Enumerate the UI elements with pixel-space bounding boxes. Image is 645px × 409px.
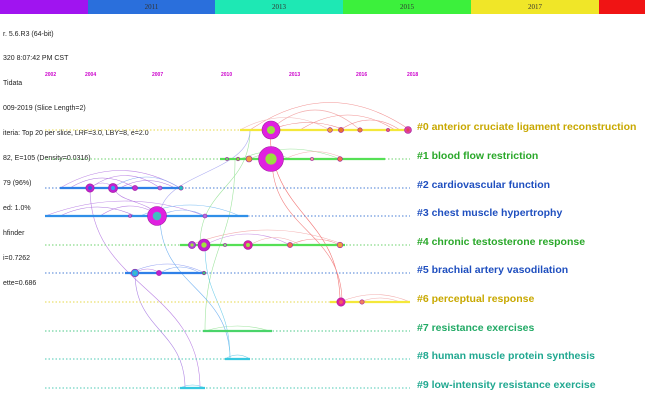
citation-arc (339, 119, 401, 131)
reference-node-core (266, 125, 276, 135)
cluster-label-8[interactable]: #8 human muscle protein synthesis (417, 350, 595, 362)
reference-node-core (152, 211, 162, 221)
citation-arc (69, 177, 136, 189)
citation-arc (269, 109, 361, 131)
info-line: hfinder (3, 229, 25, 237)
citation-arc (224, 354, 251, 360)
reference-node (223, 243, 227, 247)
year-label: 2002 (45, 72, 57, 78)
reference-node (336, 241, 344, 249)
reference-node (287, 242, 293, 248)
reference-node (338, 127, 344, 133)
timeline-color-bar: 2011 2013 2015 2017 (0, 0, 645, 14)
reference-node (235, 156, 241, 162)
inter-cluster-link (159, 129, 251, 217)
reference-node (357, 127, 363, 133)
reference-node (156, 270, 162, 276)
reference-node-core (406, 128, 410, 132)
cluster-label-2[interactable]: #2 cardiovascular function (417, 179, 551, 191)
reference-node-core (201, 242, 207, 248)
cluster-label-4[interactable]: #4 chronic testosterone response (417, 236, 586, 248)
reference-node (327, 127, 333, 133)
reference-node (245, 155, 253, 163)
inter-cluster-link (271, 158, 343, 303)
year-label: 2007 (152, 72, 164, 78)
reference-node-core (339, 300, 343, 304)
inter-cluster-link (89, 187, 201, 389)
cluster-label-3[interactable]: #3 chest muscle hypertrophy (417, 207, 563, 219)
info-line: 79 (96%) (3, 179, 32, 187)
reference-node-core (246, 243, 250, 247)
citation-arc (111, 176, 181, 189)
citation-arc (119, 180, 176, 189)
reference-node (310, 157, 314, 161)
reference-node (359, 299, 365, 305)
info-line: 320 8:07:42 PM CST (3, 55, 69, 63)
info-line: iteria: Top 20 per slice, LRF=3.0, LBY=8… (3, 130, 149, 138)
year-label: 2010 (221, 72, 233, 78)
timebar-segment: 2013 (215, 0, 343, 14)
year-label: 2004 (85, 72, 97, 78)
reference-node-core (110, 185, 116, 191)
citation-arc (339, 294, 411, 303)
reference-node (128, 214, 132, 218)
reference-node-core (265, 153, 277, 165)
citation-arc (239, 117, 331, 131)
info-line: ed: 1.0% (3, 204, 31, 212)
inter-cluster-link (159, 215, 231, 360)
cluster-label-7[interactable]: #7 resistance exercises (417, 322, 535, 334)
cluster-label-6[interactable]: #6 perceptual response (417, 293, 535, 305)
reference-node (178, 185, 184, 191)
cluster-label-0[interactable]: #0 anterior cruciate ligament reconstruc… (417, 121, 637, 133)
citation-arc (59, 206, 136, 217)
timebar-segment: 2017 (471, 0, 599, 14)
reference-node (202, 213, 208, 219)
year-label: 2018 (407, 72, 419, 78)
reference-node (337, 156, 343, 162)
reference-node (132, 185, 138, 191)
citation-arc (299, 114, 396, 131)
cluster-label-9[interactable]: #9 low-intensity resistance exercise (417, 379, 596, 391)
reference-node (201, 270, 207, 276)
info-line: r. 5.6.R3 (64-bit) (3, 30, 54, 38)
reference-node (225, 157, 229, 161)
citation-arc (284, 151, 346, 160)
citation-arc (204, 325, 271, 332)
info-line: 009-2019 (Slice Length=2) (3, 105, 86, 113)
citation-arc (239, 148, 341, 160)
citation-arc (44, 200, 206, 217)
citation-arc (269, 122, 346, 131)
info-line: ette=0.686 (3, 279, 37, 287)
citation-arc (159, 266, 201, 274)
cluster-label-1[interactable]: #1 blood flow restriction (417, 150, 539, 162)
reference-node (157, 185, 163, 191)
reference-node (386, 128, 390, 132)
timebar-segment (599, 0, 645, 14)
reference-node-core (88, 186, 92, 190)
reference-node-core (190, 243, 194, 247)
network-summary-panel: r. 5.6.R3 (64-bit) 320 8:07:42 PM CST Ti… (3, 14, 149, 296)
reference-node-core (133, 271, 137, 275)
inter-cluster-link (134, 272, 186, 389)
year-label: 2016 (356, 72, 368, 78)
info-line: i=0.7262 (3, 254, 31, 262)
citation-arc (189, 229, 346, 246)
timebar-segment (0, 0, 88, 14)
citation-arc (204, 233, 291, 246)
timebar-segment: 2015 (343, 0, 471, 14)
info-line: Tidata (3, 80, 23, 88)
citation-arc (129, 263, 206, 274)
timebar-segment: 2011 (88, 0, 215, 14)
cluster-label-5[interactable]: #5 brachial artery vasodilation (417, 264, 569, 276)
year-label: 2013 (289, 72, 301, 78)
citation-arc (249, 102, 411, 131)
